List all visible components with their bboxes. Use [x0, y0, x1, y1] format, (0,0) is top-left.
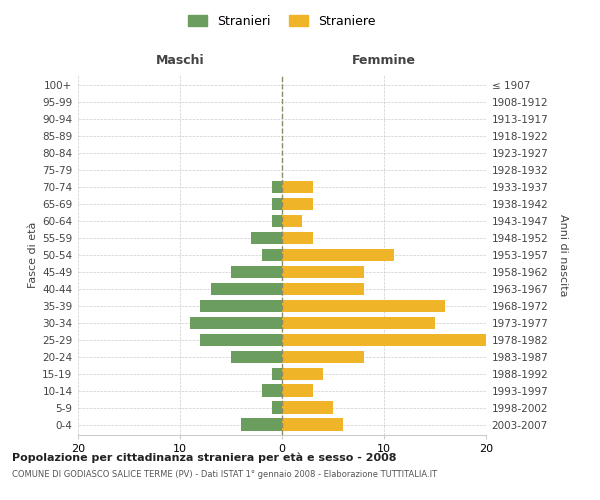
- Legend: Stranieri, Straniere: Stranieri, Straniere: [185, 11, 379, 32]
- Bar: [282, 384, 313, 397]
- Bar: [231, 266, 282, 278]
- Bar: [200, 334, 282, 346]
- Bar: [282, 402, 333, 414]
- Text: Maschi: Maschi: [155, 54, 205, 66]
- Bar: [190, 316, 282, 330]
- Bar: [211, 282, 282, 296]
- Bar: [282, 334, 486, 346]
- Bar: [231, 350, 282, 364]
- Bar: [282, 316, 435, 330]
- Text: Popolazione per cittadinanza straniera per età e sesso - 2008: Popolazione per cittadinanza straniera p…: [12, 452, 397, 463]
- Bar: [282, 180, 313, 194]
- Bar: [272, 214, 282, 228]
- Bar: [282, 214, 302, 228]
- Bar: [282, 266, 364, 278]
- Y-axis label: Anni di nascita: Anni di nascita: [558, 214, 568, 296]
- Bar: [282, 248, 394, 262]
- Bar: [200, 300, 282, 312]
- Bar: [272, 198, 282, 210]
- Bar: [282, 282, 364, 296]
- Bar: [282, 418, 343, 431]
- Bar: [282, 232, 313, 244]
- Bar: [241, 418, 282, 431]
- Bar: [282, 368, 323, 380]
- Bar: [282, 198, 313, 210]
- Bar: [262, 248, 282, 262]
- Bar: [272, 368, 282, 380]
- Y-axis label: Fasce di età: Fasce di età: [28, 222, 38, 288]
- Bar: [272, 180, 282, 194]
- Text: COMUNE DI GODIASCO SALICE TERME (PV) - Dati ISTAT 1° gennaio 2008 - Elaborazione: COMUNE DI GODIASCO SALICE TERME (PV) - D…: [12, 470, 437, 479]
- Bar: [262, 384, 282, 397]
- Text: Femmine: Femmine: [352, 54, 416, 66]
- Bar: [282, 300, 445, 312]
- Bar: [272, 402, 282, 414]
- Bar: [251, 232, 282, 244]
- Bar: [282, 350, 364, 364]
